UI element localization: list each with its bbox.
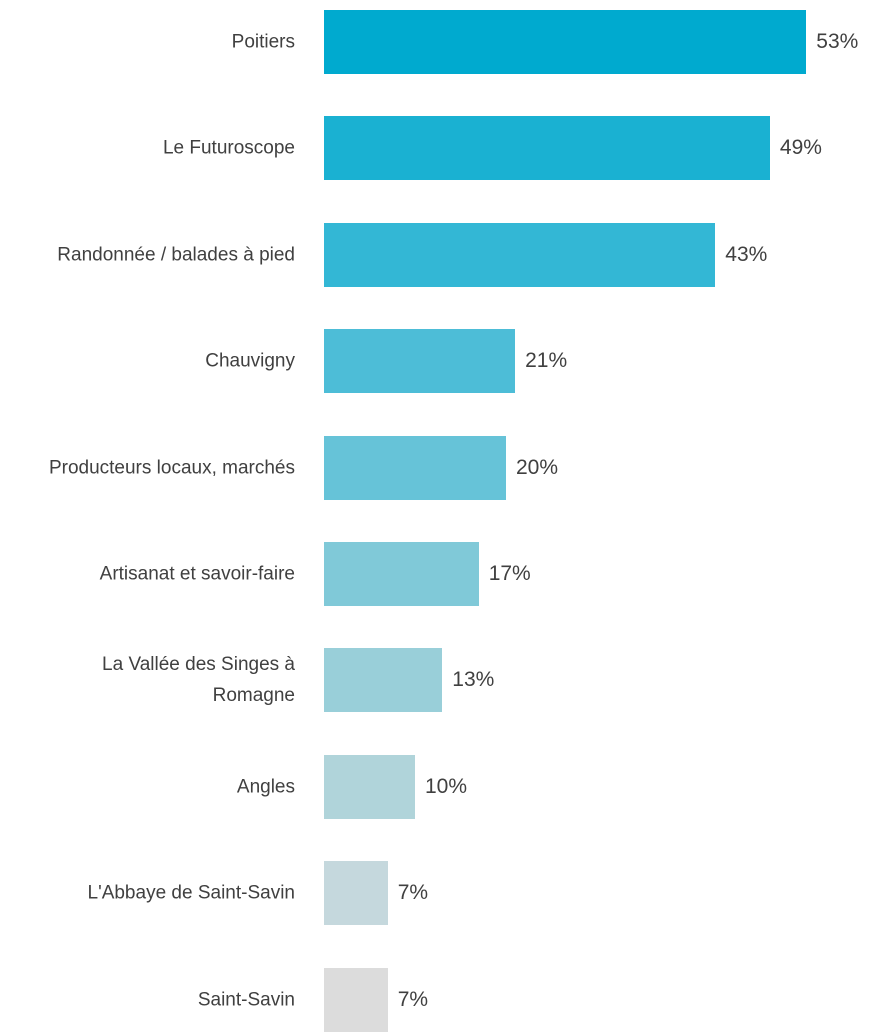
category-label: Saint-Savin (197, 989, 295, 1011)
value-label: 53% (816, 30, 859, 53)
bar (324, 435, 506, 500)
value-label: 17% (488, 562, 531, 585)
bar (324, 967, 388, 1032)
value-label: 7% (397, 987, 429, 1011)
value-label: 43% (725, 242, 768, 266)
value-label: 49% (779, 136, 822, 160)
bar (324, 754, 415, 819)
bar (324, 116, 770, 181)
bar (324, 10, 807, 74)
category-label: La Vallée des Singes à Romagne (102, 654, 295, 707)
category-label: Poitiers (231, 31, 295, 53)
bar (324, 861, 388, 926)
bar (324, 648, 443, 713)
bar (324, 542, 479, 606)
value-label: 13% (452, 668, 495, 692)
value-label: 20% (516, 455, 559, 479)
category-label: Randonnée / balades à pied (57, 244, 295, 266)
category-label: Producteurs locaux, marchés (48, 457, 295, 479)
category-label: Artisanat et savoir-faire (99, 563, 295, 585)
value-label: 7% (397, 881, 429, 905)
category-label: Le Futuroscope (162, 137, 295, 159)
bar (324, 222, 716, 287)
value-label: 10% (425, 774, 468, 798)
category-label: Chauvigny (205, 350, 295, 372)
category-label: Angles (236, 776, 295, 798)
value-label: 21% (525, 349, 568, 373)
bar (324, 329, 516, 394)
category-label: L'Abbaye de Saint-Savin (87, 882, 296, 904)
